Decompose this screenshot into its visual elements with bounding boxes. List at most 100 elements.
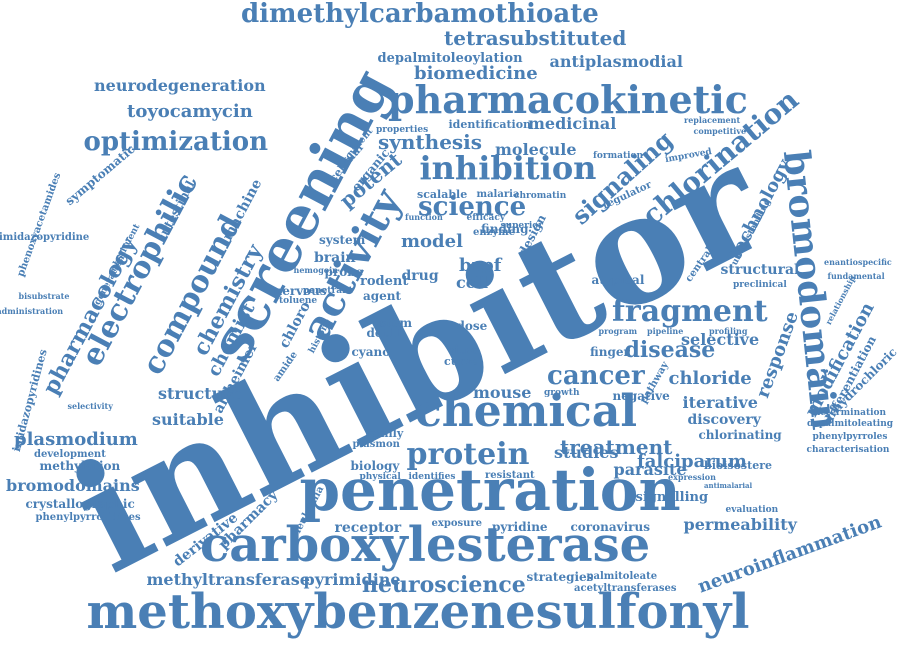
cloud-word: chemical	[415, 386, 638, 437]
cloud-word: structural	[720, 262, 800, 278]
cloud-word: superior	[500, 220, 544, 231]
cloud-word: carboxylesterase	[200, 517, 651, 573]
cloud-word: penetrant	[303, 285, 353, 296]
cloud-word: chlorinating	[698, 428, 782, 442]
cloud-word: exposure	[431, 518, 483, 529]
cloud-word: falciparum	[637, 451, 747, 472]
cloud-word: dose	[456, 319, 488, 333]
cloud-word: identification	[448, 117, 532, 131]
cloud-word: receptor	[334, 520, 402, 536]
cloud-word: rodent	[360, 273, 409, 289]
cloud-word: acetyltransferases	[574, 583, 677, 594]
cloud-word: cell	[456, 273, 489, 292]
cloud-word: strategies	[526, 570, 594, 584]
cloud-word: formation	[593, 150, 644, 161]
cloud-word: selective	[681, 330, 760, 349]
cloud-word: optimization	[83, 127, 269, 157]
cloud-word: protein	[406, 437, 530, 472]
cloud-word: tetrasubstituted	[444, 26, 627, 50]
cloud-word: phenoxyacetamides	[15, 171, 64, 279]
cloud-word: finding	[481, 222, 529, 236]
cloud-word: chloride	[668, 368, 752, 389]
cloud-word: treatment	[560, 435, 673, 459]
cloud-word: structure	[158, 384, 242, 403]
cloud-word: crystallographic	[25, 497, 135, 511]
cloud-word: signalling	[635, 489, 709, 505]
cloud-word: pipeline	[647, 326, 684, 336]
cloud-word: determination	[814, 407, 887, 418]
cloud-word: parasite	[613, 460, 687, 479]
cloud-word: properties	[376, 124, 429, 135]
cloud-word: depalmitoleating	[807, 418, 894, 429]
cloud-word: family	[365, 426, 404, 440]
cloud-word: antimalarial	[704, 480, 753, 490]
cloud-word: coronavirus	[570, 520, 650, 534]
cloud-word: expression	[668, 472, 716, 482]
cloud-word: function	[405, 212, 443, 222]
cloud-word: biology	[350, 459, 400, 473]
cloud-word: synthesis	[378, 130, 483, 154]
cloud-word: science	[418, 192, 527, 222]
cloud-word: cyano	[351, 345, 391, 359]
cloud-word: vitro	[447, 343, 479, 357]
cloud-word: methylation	[39, 459, 121, 473]
cloud-word: imidazopyridine	[0, 232, 90, 243]
cloud-word: depalmitoleoylation	[377, 50, 523, 66]
cloud-word: enzyme	[473, 227, 516, 238]
cloud-word: hemogoin	[293, 265, 339, 275]
cloud-word: bromodomains	[6, 476, 140, 495]
cloud-word: model	[401, 231, 463, 252]
cloud-word: discovery	[687, 412, 761, 428]
cloud-word: mouse	[473, 383, 532, 402]
cloud-word: pharmacokinetic	[388, 77, 748, 122]
cloud-word: resistant	[485, 470, 535, 481]
cloud-word: negative	[612, 389, 670, 403]
cloud-word: methyltransferase	[146, 570, 310, 589]
cloud-word: penetration	[299, 456, 681, 524]
cloud-word: suitable	[152, 410, 224, 429]
cloud-word: evaluation	[725, 504, 779, 515]
cloud-word: disease	[624, 337, 716, 363]
cloud-word: competitive	[693, 126, 747, 136]
cloud-word: phenylpyrrolidines	[35, 512, 141, 523]
cloud-word: malaria	[476, 189, 520, 200]
cloud-word: iterative	[682, 393, 758, 412]
cloud-word: molecule	[495, 140, 577, 159]
cloud-word: neurodegeneration	[94, 76, 266, 95]
cloud-word: characterisation	[806, 444, 890, 455]
cloud-word: development	[34, 449, 106, 460]
cloud-word: neuroscience	[362, 572, 526, 598]
cloud-word: medicinal	[528, 114, 617, 133]
cloud-word: curve	[444, 354, 478, 368]
cloud-word: dot1l	[366, 326, 402, 340]
cloud-word: chromatin	[514, 190, 567, 201]
cloud-word: bisubstrate	[18, 291, 70, 301]
cloud-word: studies	[554, 443, 619, 462]
cloud-word: agent	[363, 289, 402, 303]
cloud-word: drug	[401, 268, 439, 284]
cloud-word: biomedicine	[414, 63, 538, 84]
cloud-word: administration	[0, 306, 64, 316]
cloud-word: fundamental	[827, 271, 885, 281]
cloud-word: pyrimidine	[303, 570, 401, 589]
cloud-word: stem	[379, 316, 413, 330]
cloud-word: toluene	[279, 295, 318, 306]
cloud-word: identifies	[408, 471, 456, 482]
cloud-word: bioisostere	[704, 458, 772, 472]
cloud-word: profiling	[709, 326, 748, 336]
cloud-word: permeability	[683, 515, 797, 534]
cloud-word: selectivity	[67, 401, 113, 411]
cloud-word: efficacy	[466, 212, 506, 223]
cloud-word: inhibition	[419, 149, 597, 187]
cloud-word: phenylpyrroles	[812, 431, 888, 442]
cloud-word: pyridine	[492, 520, 548, 534]
cloud-word: toyocamycin	[127, 101, 253, 122]
cloud-word: system	[319, 233, 366, 247]
cloud-word: scalable	[417, 187, 468, 201]
cloud-word: enantiospecific	[824, 257, 892, 267]
cloud-word: plasmon	[352, 439, 400, 450]
cloud-word: antiplasmodial	[549, 52, 683, 71]
cloud-word: program	[598, 326, 638, 336]
cloud-word: growth	[544, 387, 580, 398]
cloud-word: plasmodium	[14, 429, 138, 450]
